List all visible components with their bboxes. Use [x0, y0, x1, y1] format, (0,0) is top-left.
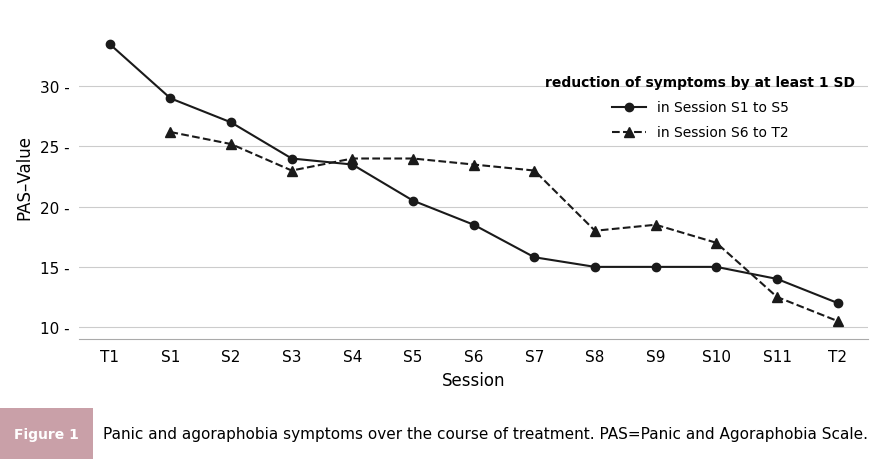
Line: in Session S6 to T2: in Session S6 to T2	[165, 128, 842, 326]
Y-axis label: PAS–Value: PAS–Value	[15, 135, 33, 219]
Text: Panic and agoraphobia symptoms over the course of treatment. PAS=Panic and Agora: Panic and agoraphobia symptoms over the …	[103, 426, 868, 441]
in Session S6 to T2	[408, 157, 419, 162]
in Session S1 to S5	[651, 264, 661, 270]
in Session S1 to S5	[529, 255, 540, 260]
in Session S1 to S5	[165, 96, 176, 102]
in Session S1 to S5	[347, 162, 358, 168]
in Session S6 to T2	[529, 168, 540, 174]
in Session S1 to S5	[468, 223, 479, 228]
in Session S6 to T2	[347, 157, 358, 162]
in Session S1 to S5	[408, 198, 419, 204]
in Session S1 to S5	[590, 264, 600, 270]
in Session S1 to S5	[833, 301, 843, 306]
in Session S6 to T2	[286, 168, 297, 174]
in Session S6 to T2	[590, 229, 600, 234]
in Session S6 to T2	[833, 319, 843, 324]
X-axis label: Session: Session	[442, 371, 505, 389]
in Session S1 to S5	[772, 277, 782, 282]
in Session S6 to T2	[772, 295, 782, 300]
in Session S6 to T2	[468, 162, 479, 168]
Line: in Session S1 to S5: in Session S1 to S5	[106, 41, 841, 308]
in Session S1 to S5	[226, 120, 237, 126]
in Session S1 to S5	[711, 264, 721, 270]
in Session S6 to T2	[226, 142, 237, 147]
Legend: in Session S1 to S5, in Session S6 to T2: in Session S1 to S5, in Session S6 to T2	[540, 71, 861, 146]
in Session S1 to S5	[286, 157, 297, 162]
in Session S6 to T2	[651, 223, 661, 228]
Text: Figure 1: Figure 1	[14, 427, 79, 441]
in Session S6 to T2	[711, 241, 721, 246]
in Session S1 to S5	[104, 42, 115, 48]
in Session S6 to T2	[165, 130, 176, 135]
